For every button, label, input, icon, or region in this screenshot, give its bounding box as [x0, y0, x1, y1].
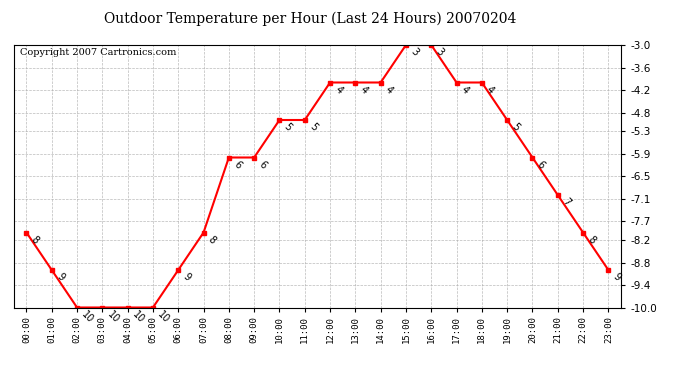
Text: 7: 7 — [560, 196, 572, 208]
Text: 6: 6 — [257, 159, 268, 170]
Text: 5: 5 — [510, 122, 522, 133]
Text: 8: 8 — [29, 234, 41, 245]
Text: 9: 9 — [181, 272, 193, 283]
Text: 4: 4 — [484, 84, 496, 95]
Text: 8: 8 — [206, 234, 218, 245]
Text: 10: 10 — [105, 309, 121, 325]
Text: 9: 9 — [611, 272, 622, 283]
Text: 9: 9 — [55, 272, 66, 283]
Text: 5: 5 — [308, 122, 319, 133]
Text: 4: 4 — [384, 84, 395, 95]
Text: 10: 10 — [130, 309, 146, 325]
Text: 6: 6 — [535, 159, 546, 170]
Text: 5: 5 — [282, 122, 294, 133]
Text: 4: 4 — [358, 84, 370, 95]
Text: 3: 3 — [408, 46, 420, 58]
Text: 4: 4 — [333, 84, 344, 95]
Text: 3: 3 — [434, 46, 446, 58]
Text: 8: 8 — [586, 234, 598, 245]
Text: 4: 4 — [460, 84, 471, 95]
Text: 10: 10 — [156, 309, 171, 325]
Text: 6: 6 — [232, 159, 243, 170]
Text: Outdoor Temperature per Hour (Last 24 Hours) 20070204: Outdoor Temperature per Hour (Last 24 Ho… — [104, 11, 517, 26]
Text: Copyright 2007 Cartronics.com: Copyright 2007 Cartronics.com — [20, 48, 176, 57]
Text: 10: 10 — [80, 309, 95, 325]
